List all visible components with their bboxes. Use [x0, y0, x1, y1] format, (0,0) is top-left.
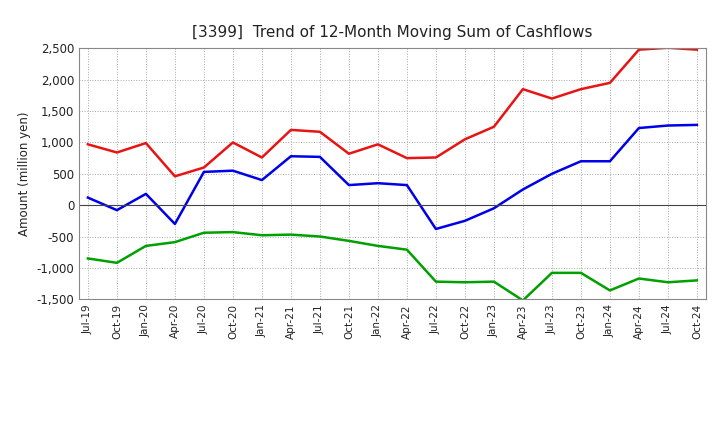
Operating Cashflow — [518, 87, 527, 92]
Operating Cashflow — [577, 87, 585, 92]
Investing Cashflow — [664, 280, 672, 285]
Free Cashflow — [258, 177, 266, 183]
Free Cashflow — [634, 125, 643, 131]
Operating Cashflow — [171, 174, 179, 179]
Investing Cashflow — [518, 298, 527, 303]
Operating Cashflow — [490, 124, 498, 129]
Investing Cashflow — [693, 278, 701, 283]
Free Cashflow — [402, 183, 411, 188]
Investing Cashflow — [431, 279, 440, 284]
Investing Cashflow — [634, 276, 643, 281]
Free Cashflow — [518, 187, 527, 192]
Investing Cashflow — [548, 270, 557, 275]
Investing Cashflow — [84, 256, 92, 261]
Investing Cashflow — [490, 279, 498, 284]
Operating Cashflow — [287, 127, 295, 132]
Operating Cashflow — [634, 47, 643, 52]
Free Cashflow — [693, 122, 701, 128]
Operating Cashflow — [431, 155, 440, 160]
Legend: Operating Cashflow, Investing Cashflow, Free Cashflow: Operating Cashflow, Investing Cashflow, … — [158, 436, 627, 440]
Operating Cashflow — [315, 129, 324, 135]
Investing Cashflow — [577, 270, 585, 275]
Free Cashflow — [228, 168, 237, 173]
Operating Cashflow — [374, 142, 382, 147]
Investing Cashflow — [606, 288, 614, 293]
Free Cashflow — [171, 221, 179, 227]
Operating Cashflow — [693, 47, 701, 52]
Free Cashflow — [287, 154, 295, 159]
Investing Cashflow — [112, 260, 121, 265]
Free Cashflow — [664, 123, 672, 128]
Line: Free Cashflow: Free Cashflow — [88, 125, 697, 229]
Title: [3399]  Trend of 12-Month Moving Sum of Cashflows: [3399] Trend of 12-Month Moving Sum of C… — [192, 25, 593, 40]
Operating Cashflow — [548, 96, 557, 101]
Y-axis label: Amount (million yen): Amount (million yen) — [18, 112, 31, 236]
Investing Cashflow — [374, 243, 382, 249]
Operating Cashflow — [345, 151, 354, 156]
Free Cashflow — [315, 154, 324, 160]
Investing Cashflow — [345, 238, 354, 243]
Operating Cashflow — [461, 137, 469, 142]
Free Cashflow — [548, 171, 557, 176]
Investing Cashflow — [228, 230, 237, 235]
Operating Cashflow — [112, 150, 121, 155]
Free Cashflow — [577, 159, 585, 164]
Investing Cashflow — [461, 280, 469, 285]
Operating Cashflow — [199, 165, 208, 170]
Line: Operating Cashflow: Operating Cashflow — [88, 48, 697, 176]
Investing Cashflow — [402, 247, 411, 252]
Investing Cashflow — [258, 233, 266, 238]
Free Cashflow — [199, 169, 208, 175]
Free Cashflow — [374, 180, 382, 186]
Investing Cashflow — [199, 230, 208, 235]
Investing Cashflow — [287, 232, 295, 237]
Free Cashflow — [490, 205, 498, 211]
Free Cashflow — [431, 226, 440, 231]
Line: Investing Cashflow: Investing Cashflow — [88, 232, 697, 301]
Investing Cashflow — [171, 239, 179, 245]
Free Cashflow — [461, 218, 469, 224]
Free Cashflow — [112, 208, 121, 213]
Operating Cashflow — [142, 140, 150, 146]
Operating Cashflow — [402, 155, 411, 161]
Investing Cashflow — [142, 243, 150, 249]
Free Cashflow — [345, 183, 354, 188]
Operating Cashflow — [606, 80, 614, 85]
Operating Cashflow — [258, 155, 266, 160]
Operating Cashflow — [664, 45, 672, 51]
Operating Cashflow — [84, 142, 92, 147]
Free Cashflow — [142, 191, 150, 197]
Operating Cashflow — [228, 140, 237, 145]
Free Cashflow — [606, 159, 614, 164]
Investing Cashflow — [315, 234, 324, 239]
Free Cashflow — [84, 195, 92, 200]
